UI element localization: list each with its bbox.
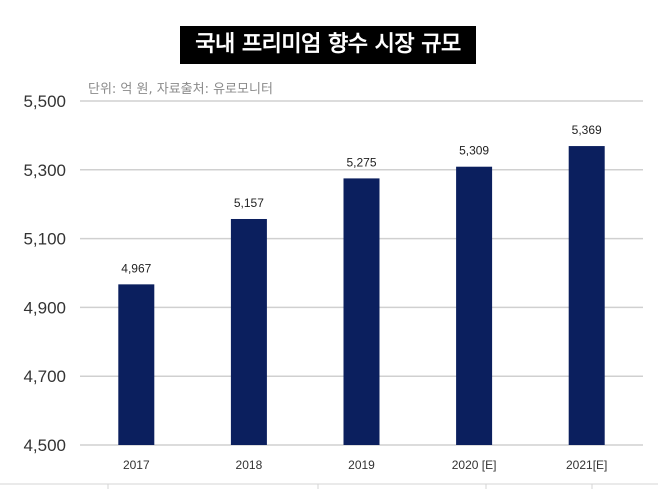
bar-2020e — [456, 166, 493, 446]
chart-title: 국내 프리미엄 향수 시장 규모 — [180, 26, 476, 64]
data-label: 5,157 — [234, 196, 264, 210]
x-tick-label: 2021[E] — [566, 458, 607, 472]
bottom-table-dividers — [107, 484, 593, 489]
bar-2021e — [568, 146, 605, 445]
y-tick-label: 4,900 — [23, 298, 66, 317]
bar-2019 — [343, 178, 380, 445]
data-label: 5,369 — [572, 123, 602, 137]
data-label: 4,967 — [121, 261, 151, 275]
data-label: 5,275 — [346, 155, 376, 169]
y-tick-label: 5,500 — [23, 92, 66, 111]
x-tick-label: 2018 — [236, 458, 263, 472]
x-tick-label: 2019 — [348, 458, 375, 472]
y-tick-label: 5,300 — [23, 161, 66, 180]
chart-subtitle: 단위: 억 원, 자료출처: 유로모니터 — [88, 82, 273, 97]
x-tick-label: 2017 — [123, 458, 150, 472]
y-tick-label: 4,700 — [23, 367, 66, 386]
y-tick-label: 4,500 — [23, 436, 66, 455]
bar-2017 — [118, 284, 155, 445]
x-tick-label: 2020 [E] — [452, 458, 497, 472]
data-label: 5,309 — [459, 144, 489, 158]
bar-2018 — [230, 218, 267, 445]
y-tick-label: 5,100 — [23, 230, 66, 249]
